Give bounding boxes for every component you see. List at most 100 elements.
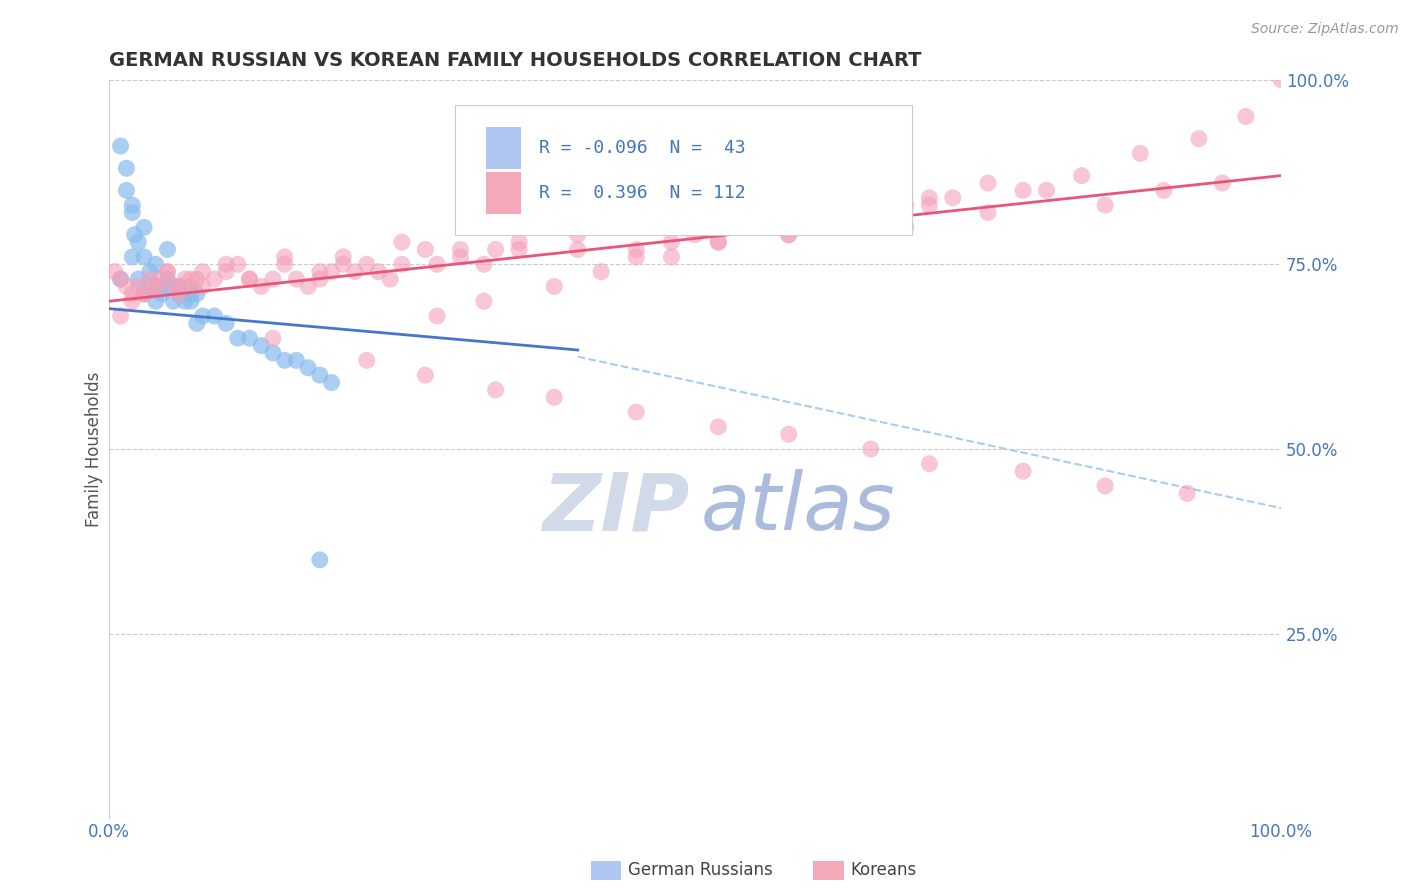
Point bbox=[262, 346, 284, 360]
Point bbox=[894, 198, 917, 212]
Point bbox=[226, 331, 249, 345]
Point bbox=[1211, 176, 1233, 190]
Point bbox=[156, 265, 179, 279]
Point bbox=[508, 243, 530, 257]
Point bbox=[707, 420, 730, 434]
Point bbox=[508, 235, 530, 249]
Point bbox=[132, 286, 155, 301]
Y-axis label: Family Households: Family Households bbox=[86, 371, 103, 526]
Point bbox=[226, 257, 249, 271]
FancyBboxPatch shape bbox=[486, 128, 522, 169]
Point bbox=[1234, 110, 1257, 124]
Point bbox=[132, 220, 155, 235]
Point bbox=[167, 286, 190, 301]
Point bbox=[250, 279, 273, 293]
Point bbox=[1035, 183, 1057, 197]
Point bbox=[1094, 479, 1116, 493]
Point bbox=[238, 272, 260, 286]
Point bbox=[683, 220, 706, 235]
Point bbox=[139, 272, 162, 286]
Point bbox=[1070, 169, 1092, 183]
Point bbox=[942, 191, 965, 205]
Text: Koreans: Koreans bbox=[851, 861, 917, 879]
Point bbox=[485, 383, 508, 397]
Point bbox=[104, 265, 127, 279]
FancyBboxPatch shape bbox=[486, 171, 522, 214]
Point bbox=[321, 265, 343, 279]
Point bbox=[356, 353, 378, 368]
Point bbox=[543, 390, 565, 404]
Point bbox=[1094, 198, 1116, 212]
Point bbox=[378, 272, 401, 286]
Point bbox=[121, 286, 143, 301]
Point bbox=[450, 243, 472, 257]
Text: R = -0.096  N =  43: R = -0.096 N = 43 bbox=[538, 139, 745, 157]
Point bbox=[801, 220, 824, 235]
Point bbox=[894, 220, 917, 235]
Point bbox=[156, 265, 179, 279]
Point bbox=[485, 243, 508, 257]
Point bbox=[186, 286, 208, 301]
Point bbox=[121, 250, 143, 264]
Point bbox=[215, 265, 238, 279]
Point bbox=[626, 250, 648, 264]
Point bbox=[977, 205, 1000, 219]
Point bbox=[343, 265, 366, 279]
Point bbox=[1270, 72, 1292, 87]
Point bbox=[591, 220, 613, 235]
Point bbox=[110, 309, 132, 323]
Point bbox=[977, 176, 1000, 190]
Text: German Russians: German Russians bbox=[628, 861, 773, 879]
Point bbox=[450, 250, 472, 264]
Point bbox=[180, 279, 202, 293]
Point bbox=[110, 272, 132, 286]
Point bbox=[110, 139, 132, 153]
Point bbox=[174, 272, 197, 286]
Point bbox=[626, 405, 648, 419]
Point bbox=[191, 279, 214, 293]
Point bbox=[415, 243, 437, 257]
Point bbox=[918, 457, 941, 471]
Point bbox=[543, 279, 565, 293]
Point bbox=[308, 553, 330, 567]
Point bbox=[132, 286, 155, 301]
Point bbox=[145, 294, 167, 309]
Point bbox=[426, 257, 449, 271]
Point bbox=[132, 250, 155, 264]
Point bbox=[801, 213, 824, 227]
Point bbox=[115, 183, 138, 197]
Point bbox=[472, 294, 495, 309]
Point bbox=[167, 286, 190, 301]
Point bbox=[180, 286, 202, 301]
Point bbox=[115, 279, 138, 293]
Point bbox=[150, 286, 173, 301]
Point bbox=[1188, 131, 1211, 145]
Point bbox=[742, 220, 765, 235]
Point bbox=[127, 235, 149, 249]
Point bbox=[273, 257, 295, 271]
Point bbox=[742, 220, 765, 235]
Point bbox=[180, 272, 202, 286]
Point bbox=[1012, 183, 1035, 197]
Point bbox=[415, 368, 437, 383]
Point bbox=[297, 279, 319, 293]
Point bbox=[238, 272, 260, 286]
Point bbox=[180, 294, 202, 309]
Point bbox=[778, 427, 800, 442]
Point bbox=[332, 257, 354, 271]
Point bbox=[273, 250, 295, 264]
Point bbox=[472, 257, 495, 271]
Text: GERMAN RUSSIAN VS KOREAN FAMILY HOUSEHOLDS CORRELATION CHART: GERMAN RUSSIAN VS KOREAN FAMILY HOUSEHOL… bbox=[108, 51, 921, 70]
Point bbox=[859, 442, 882, 456]
Point bbox=[626, 243, 648, 257]
Point bbox=[859, 198, 882, 212]
Point bbox=[215, 317, 238, 331]
Text: atlas: atlas bbox=[700, 469, 896, 547]
Point bbox=[262, 272, 284, 286]
Point bbox=[156, 243, 179, 257]
Point bbox=[191, 265, 214, 279]
Point bbox=[139, 265, 162, 279]
Point bbox=[824, 213, 846, 227]
Point bbox=[121, 198, 143, 212]
Point bbox=[121, 205, 143, 219]
